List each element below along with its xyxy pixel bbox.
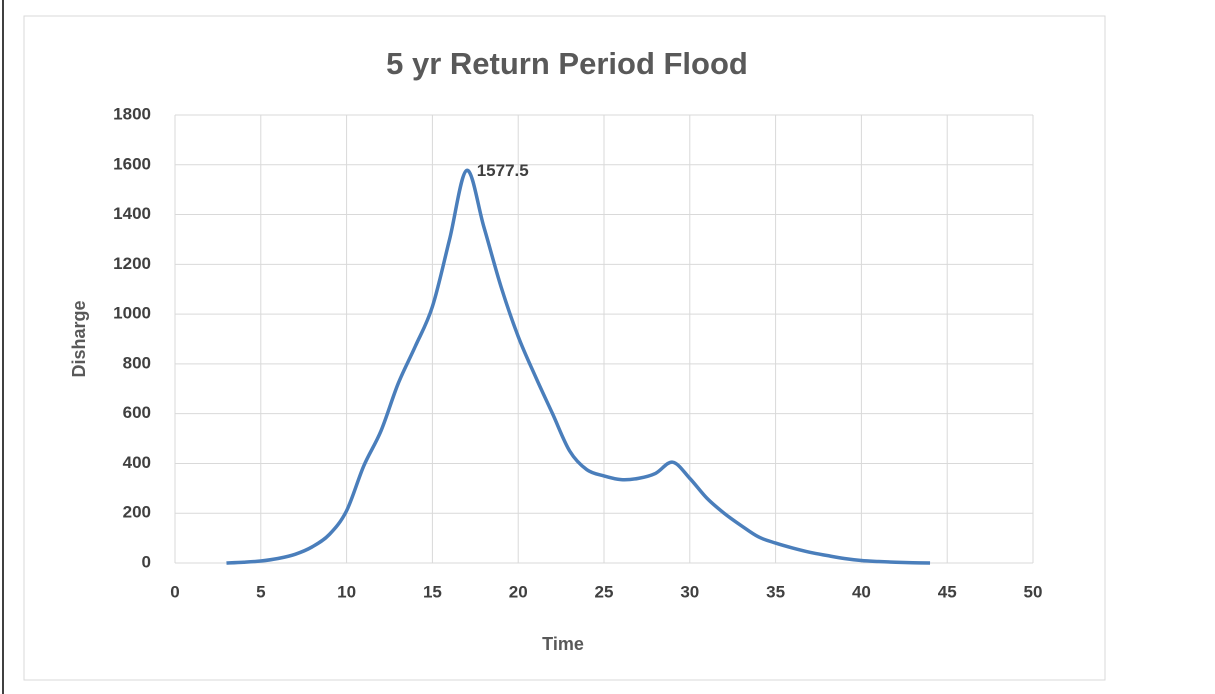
x-tick-label: 10 [337, 582, 356, 601]
y-tick-label: 0 [142, 552, 151, 571]
x-tick-label: 25 [595, 582, 614, 601]
y-tick-label: 1400 [113, 204, 151, 223]
annotation: 1577.5 [477, 161, 529, 180]
y-tick-label: 200 [123, 503, 151, 522]
data-line [226, 168, 931, 565]
y-tick-label: 1800 [113, 104, 151, 123]
x-tick-label: 40 [852, 582, 871, 601]
x-tick-label: 20 [509, 582, 528, 601]
x-tick-label: 15 [423, 582, 442, 601]
x-tick-label: 0 [170, 582, 179, 601]
chart-title: 5 yr Return Period Flood [386, 46, 748, 81]
x-tick-label: 30 [680, 582, 699, 601]
y-tick-label: 800 [123, 353, 151, 372]
y-tick-label: 1000 [113, 304, 151, 323]
y-axis-label: Disharge [69, 300, 89, 377]
y-tick-label: 1600 [113, 154, 151, 173]
x-tick-label: 5 [256, 582, 265, 601]
x-axis-label: Time [542, 634, 584, 654]
x-tick-label: 45 [938, 582, 957, 601]
x-tick-label: 35 [766, 582, 785, 601]
chart-frame [23, 15, 1106, 681]
y-tick-label: 600 [123, 403, 151, 422]
x-tick-label: 50 [1024, 582, 1043, 601]
y-tick-label: 400 [123, 453, 151, 472]
y-tick-label: 1200 [113, 254, 151, 273]
